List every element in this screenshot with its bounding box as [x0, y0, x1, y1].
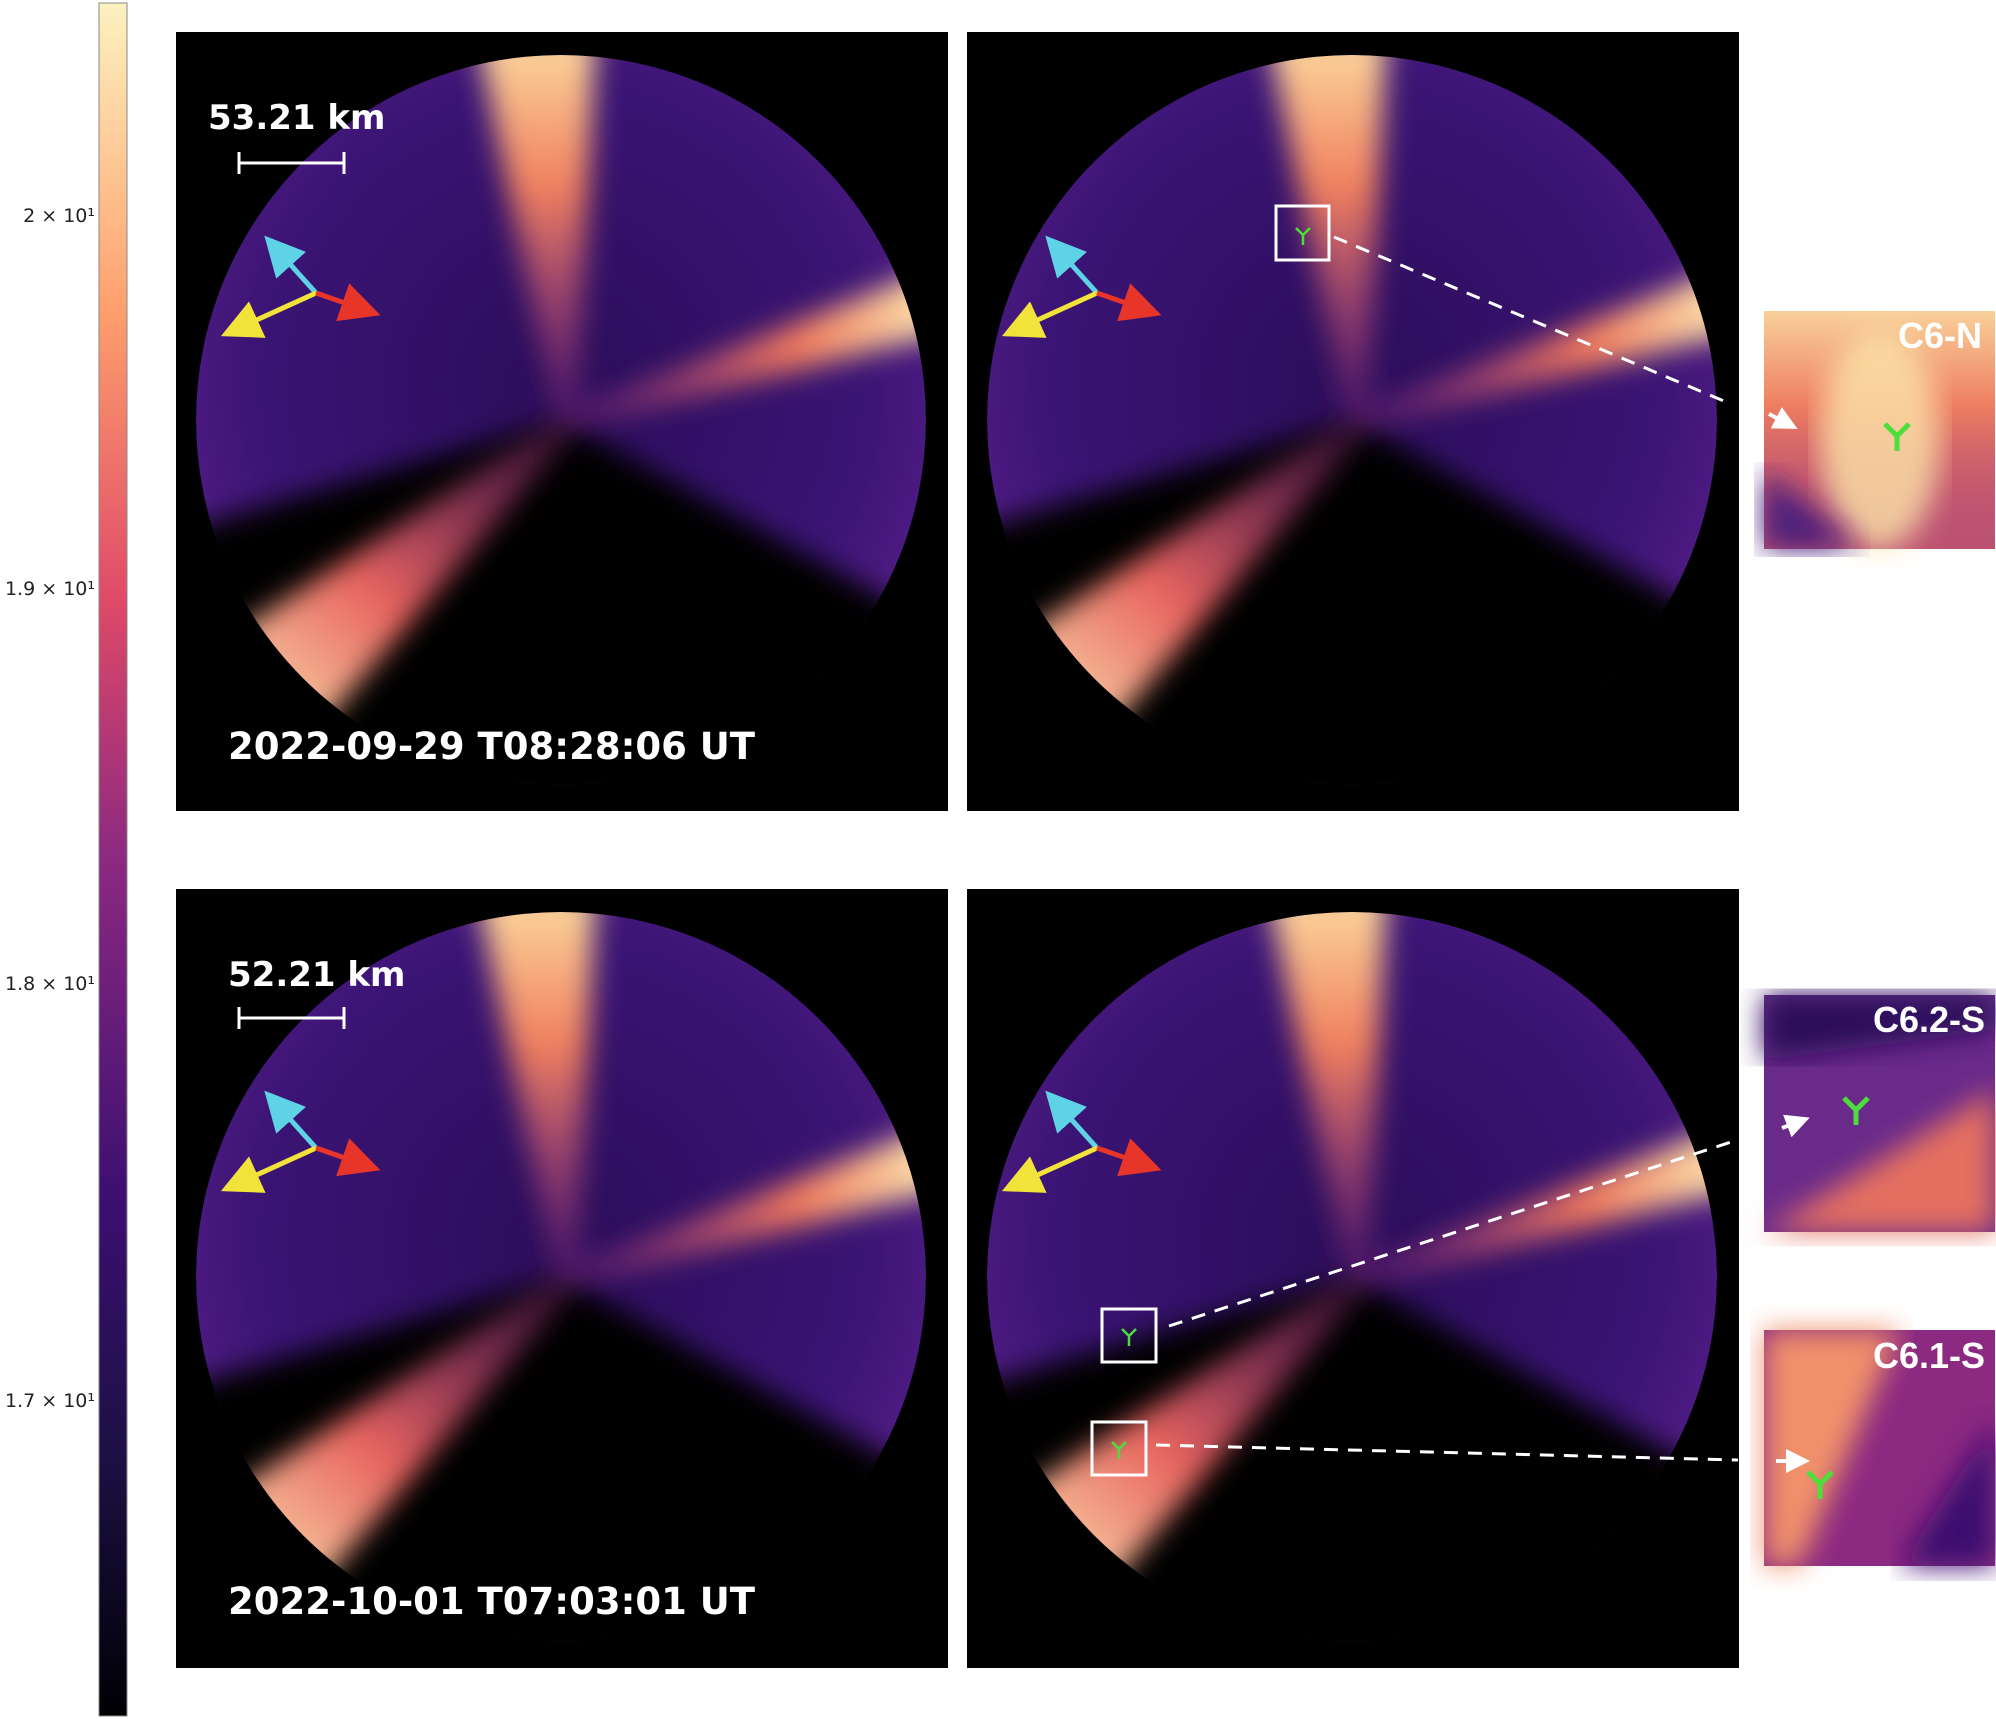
marker-icon [1806, 1470, 1834, 1499]
inset-label: C6.2-S [1873, 999, 1985, 1040]
scale-bar [237, 152, 346, 174]
scale-bar [237, 1007, 346, 1029]
colorbar-tick-label: 2 × 10¹ [23, 205, 95, 227]
inset-label: C6-N [1898, 315, 1982, 356]
marker-icon [1883, 422, 1911, 451]
inset-label: C6.1-S [1873, 1335, 1985, 1376]
inset-c6-1-s: C6.1-S [1764, 1330, 1995, 1566]
orientation-arrows-icon [220, 235, 381, 338]
inset-c6-2-s: C6.2-S [1764, 995, 1995, 1232]
marker-icon [1111, 227, 1311, 1459]
colorbar-tick-label: 1.7 × 10¹ [5, 1390, 95, 1412]
colorbar-tick-label: 1.9 × 10¹ [5, 578, 95, 600]
timestamp: 2022-09-29 T08:28:06 UT [228, 725, 756, 768]
colorbar: 2 × 10¹ 1.9 × 10¹ 1.8 × 10¹ 1.7 × 10¹ [5, 2, 128, 1717]
marker-icon [1842, 1096, 1870, 1125]
region-box-c6-n [1274, 204, 1331, 262]
region-box-c6-2-s [1100, 1307, 1158, 1364]
image-panel-top-left [176, 32, 948, 811]
orientation-arrows-icon [1001, 235, 1162, 1193]
scale-bar-label: 53.21 km [208, 98, 385, 138]
timestamp: 2022-10-01 T07:03:01 UT [228, 1580, 756, 1623]
image-panel-top-right [967, 32, 1739, 811]
image-panel-bottom-left [176, 889, 948, 1668]
region-box-c6-1-s [1090, 1420, 1148, 1477]
inset-c6-n: C6-N [1764, 311, 1995, 550]
orientation-arrows-icon [220, 1090, 381, 1193]
leader-line [1155, 1443, 1739, 1462]
image-panel-bottom-right [967, 889, 1739, 1668]
leader-line [1168, 1140, 1732, 1328]
colorbar-tick-label: 1.8 × 10¹ [5, 973, 95, 995]
colorbar-gradient [98, 2, 128, 1717]
scale-bar-label: 52.21 km [228, 955, 405, 995]
